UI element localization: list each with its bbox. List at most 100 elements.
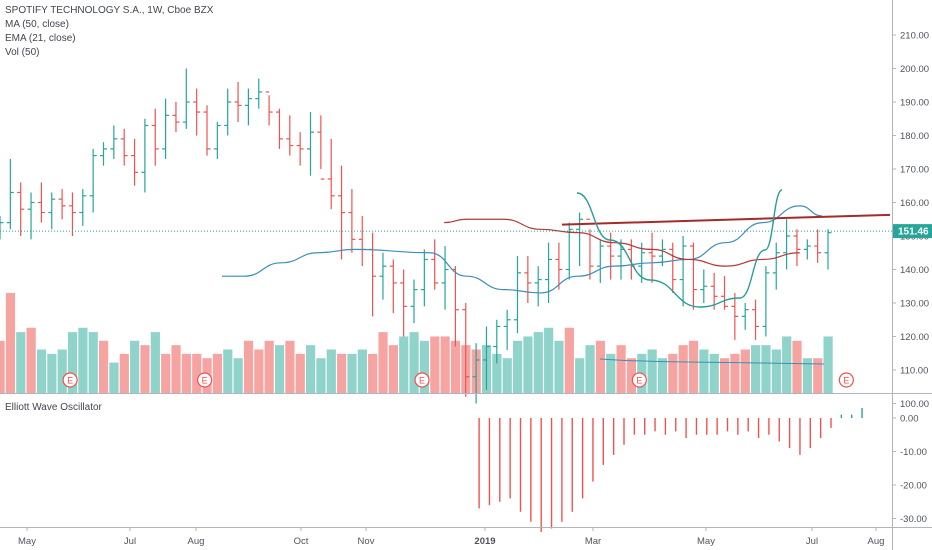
volume-bar <box>823 336 833 393</box>
volume-bar <box>285 340 295 393</box>
cup-pattern-line <box>576 189 783 308</box>
y-tick-label: 190.00 <box>900 98 929 109</box>
ohlc-bar <box>317 115 325 180</box>
ohlc-bar <box>534 266 542 307</box>
price-pane[interactable]: EEEEEEE <box>0 68 932 404</box>
volume-bar <box>554 340 564 393</box>
x-tick-label: Aug <box>868 536 885 547</box>
earnings-markers[interactable]: EEEEEEE <box>62 372 932 388</box>
x-tick-label: May <box>697 536 715 547</box>
ohlc-bar <box>451 266 459 347</box>
ohlc-bar <box>731 292 739 340</box>
volume-bar <box>533 332 543 393</box>
ohlc-bar <box>462 303 470 397</box>
ohlc-bar <box>358 215 366 267</box>
earnings-label: E <box>636 376 642 386</box>
ohlc-bars <box>0 68 832 404</box>
earnings-marker[interactable]: E <box>62 372 78 388</box>
oscillator-pane <box>478 407 863 532</box>
earnings-label: E <box>419 376 425 386</box>
volume-bar <box>616 345 626 393</box>
legend-ema[interactable]: EMA (21, close) <box>5 33 76 44</box>
ohlc-bar <box>120 128 128 166</box>
x-tick-label: Oct <box>294 536 309 547</box>
y-tick-label: 210.00 <box>900 31 929 42</box>
volume-bar <box>709 353 719 393</box>
volume-bar <box>161 353 171 393</box>
ohlc-bar <box>514 256 521 334</box>
osc-y-tick-label: 0.00 <box>900 414 919 425</box>
earnings-marker[interactable]: E <box>197 372 213 388</box>
legend-ma[interactable]: MA (50, close) <box>5 19 69 30</box>
ohlc-bar <box>524 256 532 303</box>
volume-bar <box>419 340 430 393</box>
ohlc-bar <box>420 249 428 307</box>
volume-bar <box>606 353 616 393</box>
osc-y-tick-label: -10.00 <box>900 447 927 458</box>
ohlc-bar <box>555 242 563 290</box>
ohlc-bar <box>689 242 697 310</box>
y-tick-label: 120.00 <box>900 332 929 343</box>
ohlc-bar <box>545 242 553 303</box>
oscillator-title: Elliott Wave Oscillator <box>5 402 102 413</box>
earnings-label: E <box>67 376 73 386</box>
earnings-marker[interactable]: E <box>414 372 430 388</box>
volume-bar <box>99 340 109 393</box>
y-tick-label: 100.00 <box>900 399 929 410</box>
volume-bar <box>326 349 336 393</box>
earnings-circle <box>62 372 78 388</box>
earnings-marker[interactable]: E <box>838 372 854 388</box>
volume-bar <box>388 345 398 393</box>
ohlc-bar <box>265 91 273 126</box>
ohlc-bar <box>762 266 770 337</box>
earnings-circle <box>197 372 213 388</box>
volume-bar <box>492 353 502 393</box>
volume-bar <box>140 345 150 393</box>
volume-bar <box>47 353 57 393</box>
volume-bar <box>564 327 574 393</box>
volume-bar <box>399 336 409 393</box>
volume-bar <box>378 332 388 393</box>
volume-bar <box>264 340 274 393</box>
volume-bar <box>150 332 160 393</box>
ohlc-bar <box>286 115 294 156</box>
volume-bar <box>212 353 223 393</box>
last-price-tag: 151.46 <box>893 224 932 239</box>
ohlc-bar <box>338 165 346 260</box>
volume-bar <box>254 349 264 393</box>
ohlc-bar <box>213 122 221 159</box>
ohlc-bar <box>234 81 242 123</box>
indicator-lines <box>0 189 892 365</box>
volume-bar <box>771 349 781 393</box>
volume-bar <box>595 340 605 393</box>
ohlc-bar <box>203 105 211 156</box>
volume-bar <box>171 345 181 393</box>
ohlc-bar <box>482 326 490 391</box>
volume-bar <box>626 358 637 393</box>
volume-bar <box>668 353 678 393</box>
ohlc-bar <box>503 309 511 350</box>
volume-bar <box>337 353 347 393</box>
x-tick-label: Jul <box>124 536 136 547</box>
ohlc-bar <box>586 218 594 280</box>
volume-bar <box>409 332 419 393</box>
volume-bar <box>647 349 657 393</box>
ohlc-bar <box>783 219 791 270</box>
ohlc-bar <box>141 118 149 193</box>
earnings-marker[interactable]: E <box>631 372 647 388</box>
earnings-label: E <box>843 376 849 386</box>
volume-bar <box>688 340 699 393</box>
volume-bar <box>181 353 191 393</box>
earnings-circle <box>838 372 854 388</box>
ohlc-bar <box>0 215 4 240</box>
volume-bar <box>78 327 88 393</box>
ohlc-bar <box>596 239 604 283</box>
ohlc-bar <box>255 78 263 109</box>
ohlc-bar <box>793 229 801 267</box>
volume-bar <box>544 327 554 393</box>
legend-vol[interactable]: Vol (50) <box>5 47 40 58</box>
ohlc-bar <box>172 102 180 133</box>
ohlc-bar <box>131 138 139 186</box>
volume-bar <box>740 349 750 393</box>
